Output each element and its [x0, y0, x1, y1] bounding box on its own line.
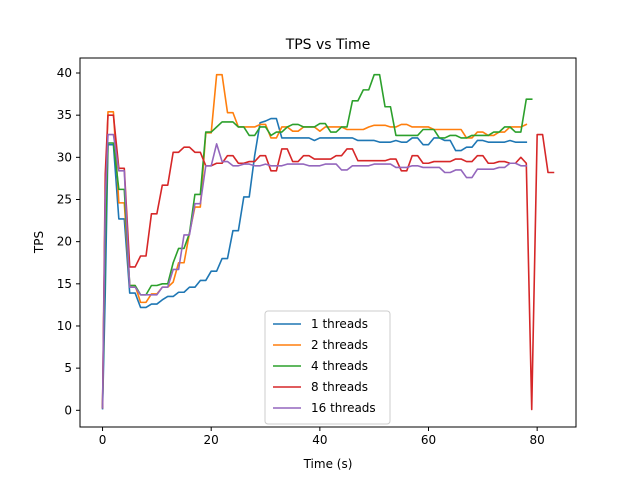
legend-label-16-threads: 16 threads [311, 401, 376, 415]
y-tick-label: 15 [57, 277, 72, 291]
y-tick-label: 5 [64, 361, 72, 375]
y-tick-label: 30 [57, 150, 72, 164]
series-line-16-threads [101, 133, 528, 409]
y-tick-label: 40 [57, 66, 72, 80]
legend-label-8-threads: 8 threads [311, 380, 368, 394]
chart-title: TPS vs Time [285, 37, 371, 53]
series-layer [101, 73, 555, 411]
series-line-4-threads [101, 73, 533, 409]
plot-area-frame [79, 57, 577, 428]
y-tick-label: 0 [64, 403, 72, 417]
legend-box [264, 310, 391, 425]
series-line-1-threads [101, 117, 528, 410]
legend-label-2-threads: 2 threads [311, 338, 368, 352]
x-axis-label: Time (s) [303, 457, 353, 471]
legend-label-1-threads: 1 threads [311, 317, 368, 331]
y-tick-label: 20 [57, 235, 72, 249]
y-axis-label: TPS [32, 231, 46, 254]
x-tick-label: 60 [421, 433, 436, 447]
y-tick-label: 10 [57, 319, 72, 333]
y-axis: 0 5 10 15 20 25 30 35 40 [57, 66, 80, 417]
series-line-8-threads [101, 114, 555, 411]
x-tick-label: 20 [204, 433, 219, 447]
legend-label-4-threads: 4 threads [311, 359, 368, 373]
x-axis: 0 20 40 60 80 [99, 427, 545, 447]
legend: 1 threads 2 threads 4 threads 8 threads 16 t… [264, 310, 391, 425]
y-tick-label: 25 [57, 192, 72, 206]
x-tick-label: 80 [530, 433, 545, 447]
x-tick-label: 40 [312, 433, 327, 447]
x-tick-label: 0 [99, 433, 107, 447]
y-tick-label: 35 [57, 108, 72, 122]
